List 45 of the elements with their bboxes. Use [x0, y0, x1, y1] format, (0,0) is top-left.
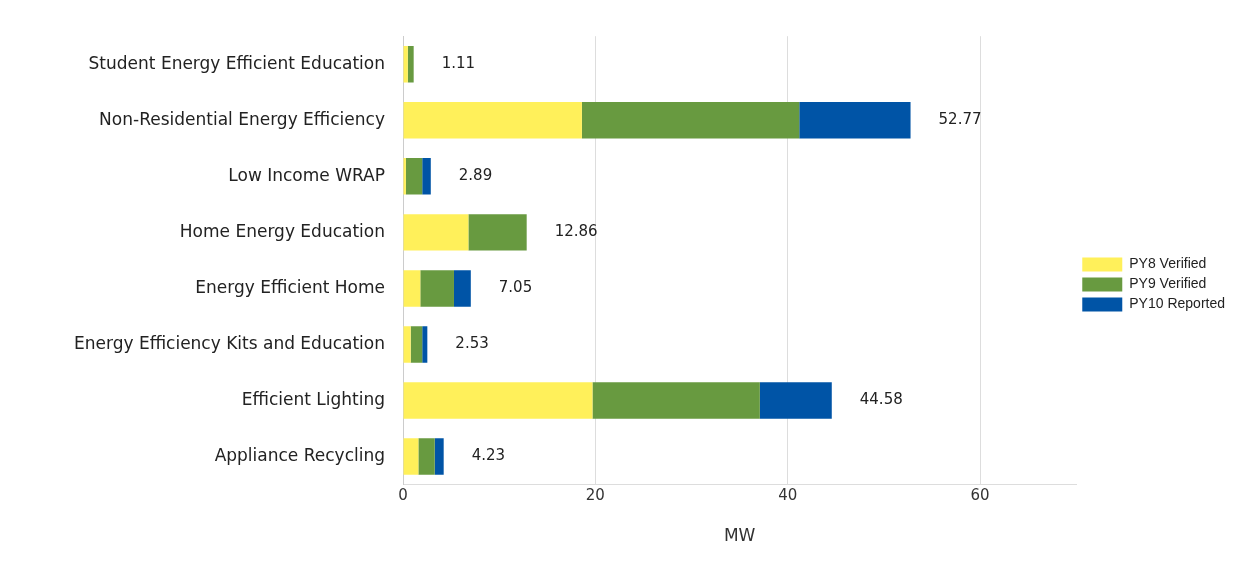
total-label: 52.77: [938, 110, 982, 129]
legend-label: PY10 Reported: [1129, 295, 1225, 312]
bar: [420, 270, 454, 307]
x-tick-label: 60: [970, 486, 990, 505]
bar: [422, 326, 428, 363]
total-label: 4.23: [471, 446, 506, 465]
y-tick-label: Student Energy Efficient Education: [88, 52, 385, 73]
bar: [407, 46, 414, 83]
x-tick-label: 40: [778, 486, 798, 505]
bar: [468, 214, 527, 251]
bar: [403, 102, 582, 139]
bar: [581, 102, 800, 139]
bar: [592, 382, 760, 419]
y-tick-label: Non-Residential Energy Efficiency: [99, 108, 385, 129]
total-label: 12.86: [554, 222, 598, 241]
legend-label: PY8 Verified: [1129, 255, 1207, 272]
x-tick-label: 0: [398, 486, 408, 505]
legend-label: PY9 Verified: [1129, 275, 1207, 292]
bar: [453, 270, 471, 307]
bar: [403, 326, 411, 363]
y-tick-label: Home Energy Education: [179, 220, 385, 241]
x-tick-label: 20: [585, 486, 605, 505]
bar: [403, 270, 421, 307]
total-label: 1.11: [441, 54, 476, 73]
y-tick-label: Energy Efficient Home: [195, 276, 385, 297]
bar: [410, 326, 423, 363]
y-tick-label: Low Income WRAP: [228, 164, 385, 185]
bar: [418, 438, 435, 475]
bar: [403, 214, 469, 251]
total-label: 7.05: [498, 278, 533, 297]
x-axis-title: MW: [723, 525, 756, 546]
total-label: 2.89: [458, 166, 493, 185]
y-tick-label: Energy Efficiency Kits and Education: [73, 332, 385, 353]
bar: [405, 158, 423, 195]
total-label: 44.58: [859, 390, 903, 409]
bar: [434, 438, 444, 475]
bar: [403, 382, 593, 419]
bar: [403, 438, 419, 475]
bar: [799, 102, 911, 139]
bar: [403, 46, 408, 83]
total-label: 2.53: [455, 334, 489, 353]
y-tick-label: Efficient Lighting: [241, 388, 385, 409]
bar: [422, 158, 431, 195]
y-tick-label: Appliance Recycling: [214, 445, 385, 465]
bar: [759, 382, 832, 419]
